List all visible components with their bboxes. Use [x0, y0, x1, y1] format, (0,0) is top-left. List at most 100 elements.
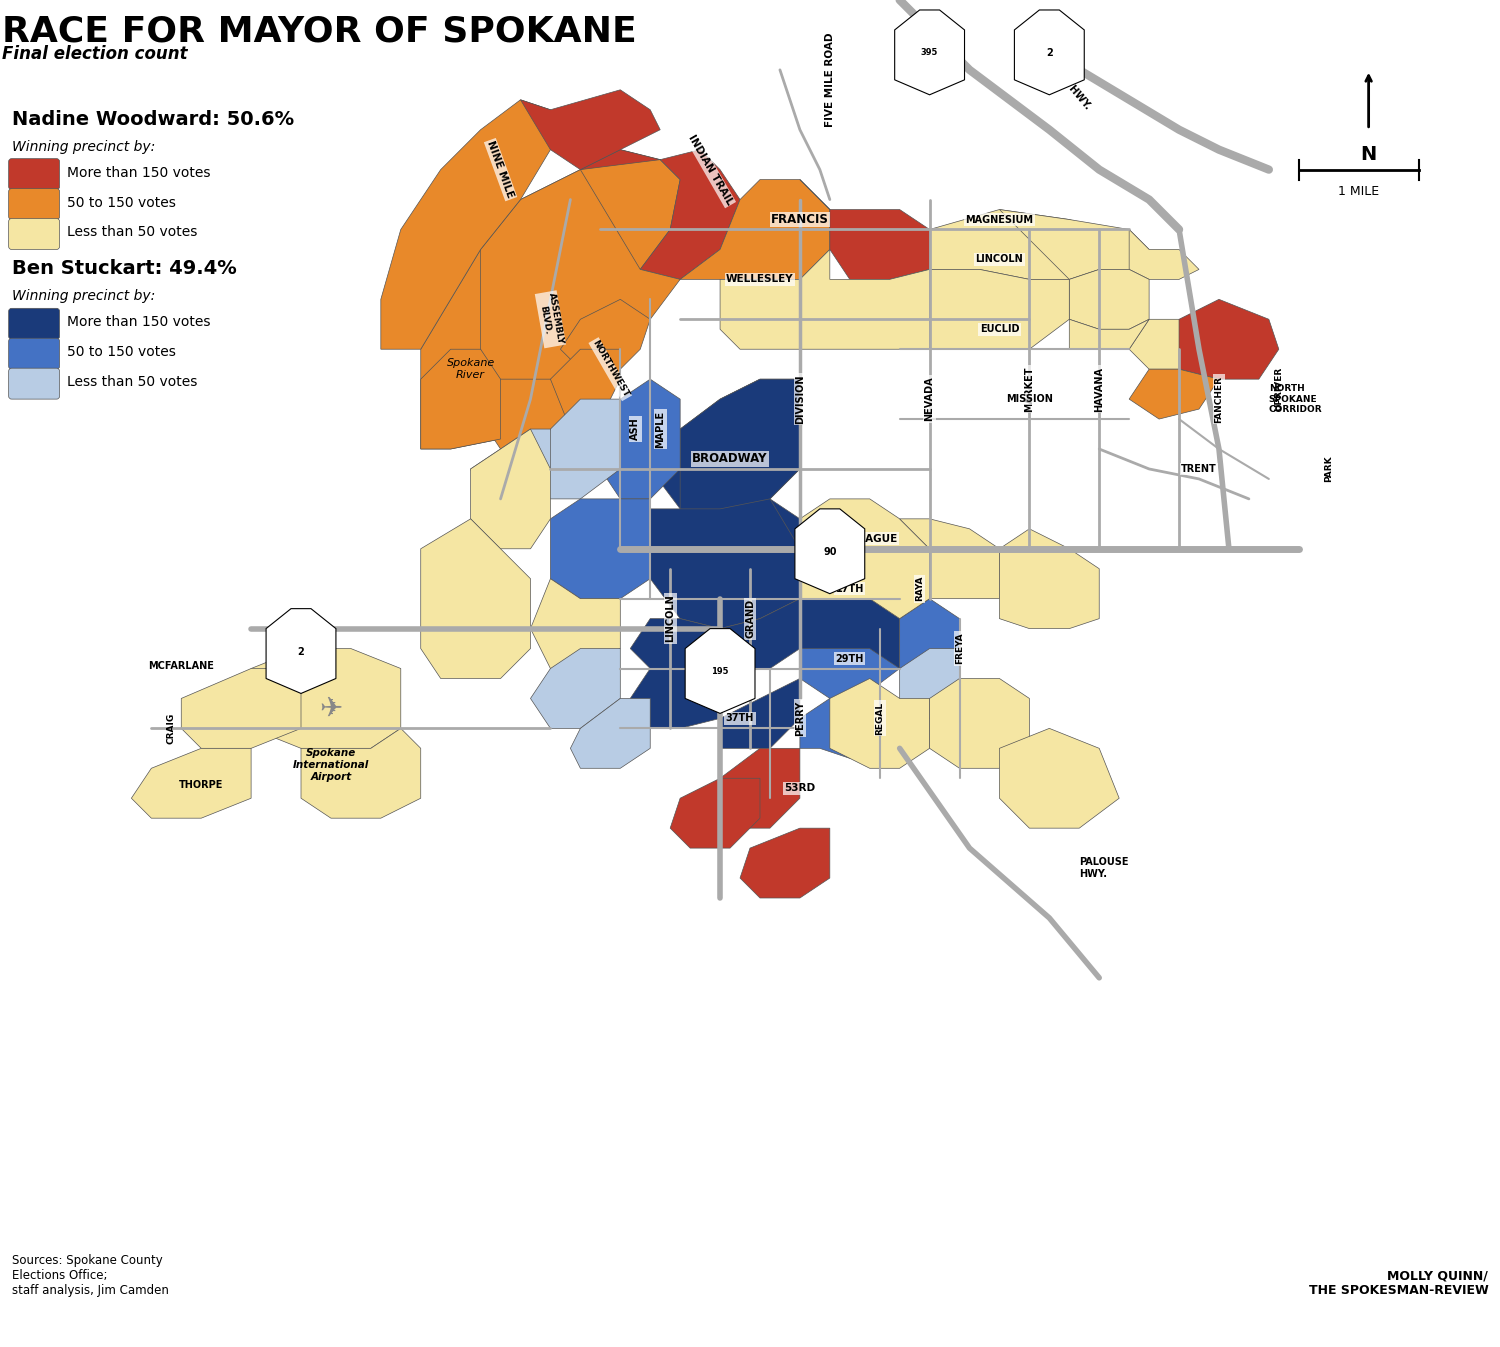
Polygon shape	[580, 150, 740, 279]
Text: MISSION: MISSION	[1007, 395, 1053, 404]
Text: MAGNESIUM: MAGNESIUM	[966, 214, 1034, 225]
Text: Less than 50 votes: Less than 50 votes	[66, 376, 196, 389]
Polygon shape	[1070, 269, 1149, 329]
Polygon shape	[930, 679, 1029, 768]
Text: FRANCIS: FRANCIS	[771, 213, 830, 226]
Polygon shape	[182, 668, 302, 749]
Text: 195: 195	[711, 667, 729, 676]
Polygon shape	[999, 529, 1100, 629]
Polygon shape	[531, 648, 621, 729]
Text: NORTH
SPOKANE
CORRIDOR: NORTH SPOKANE CORRIDOR	[1269, 384, 1323, 414]
Polygon shape	[480, 379, 570, 449]
Text: 29TH: 29TH	[836, 653, 864, 664]
Text: FREYA: FREYA	[956, 633, 964, 664]
Polygon shape	[800, 498, 930, 618]
Text: NEVADA: NEVADA	[924, 377, 934, 422]
Text: 50 to 150 votes: 50 to 150 votes	[66, 345, 176, 360]
Text: PARK: PARK	[1324, 455, 1334, 482]
Polygon shape	[570, 699, 650, 768]
Text: TRENT: TRENT	[1180, 463, 1216, 474]
Text: GRAND: GRAND	[746, 599, 754, 638]
Polygon shape	[381, 100, 550, 349]
Polygon shape	[720, 679, 800, 749]
Text: REGAL: REGAL	[874, 702, 884, 735]
Polygon shape	[720, 279, 800, 349]
Polygon shape	[1130, 229, 1198, 279]
Text: ✈: ✈	[320, 695, 342, 722]
Text: Winning precinct by:: Winning precinct by:	[12, 290, 154, 303]
Polygon shape	[132, 749, 251, 818]
Polygon shape	[830, 679, 930, 768]
Polygon shape	[800, 249, 930, 349]
Polygon shape	[531, 579, 621, 668]
Polygon shape	[480, 170, 680, 439]
FancyBboxPatch shape	[9, 368, 60, 399]
Polygon shape	[540, 349, 621, 430]
Polygon shape	[1130, 319, 1198, 369]
Text: MAPLE: MAPLE	[656, 411, 664, 447]
Text: 2: 2	[297, 647, 304, 656]
Text: NORTHWEST: NORTHWEST	[591, 339, 630, 399]
Polygon shape	[251, 648, 400, 749]
Text: FIVE MILE ROAD: FIVE MILE ROAD	[825, 32, 836, 127]
Polygon shape	[930, 210, 1100, 279]
FancyBboxPatch shape	[9, 218, 60, 249]
Polygon shape	[720, 598, 800, 668]
Text: 1 MILE: 1 MILE	[1338, 185, 1378, 198]
Polygon shape	[700, 749, 800, 828]
Polygon shape	[999, 729, 1119, 828]
Polygon shape	[1179, 299, 1280, 379]
Text: MOLLY QUINN/
THE SPOKESMAN-REVIEW: MOLLY QUINN/ THE SPOKESMAN-REVIEW	[1308, 1269, 1488, 1297]
Text: EUCLID: EUCLID	[980, 325, 1018, 334]
Text: WELLESLEY: WELLESLEY	[726, 275, 794, 284]
Polygon shape	[650, 498, 800, 629]
Polygon shape	[680, 179, 830, 279]
Polygon shape	[630, 618, 720, 679]
Polygon shape	[670, 779, 760, 849]
FancyBboxPatch shape	[9, 338, 60, 369]
Text: LINCOLN: LINCOLN	[975, 255, 1023, 264]
Text: Ben Stuckart: 49.4%: Ben Stuckart: 49.4%	[12, 260, 237, 279]
Text: More than 150 votes: More than 150 votes	[66, 315, 210, 329]
Text: Nadine Woodward: 50.6%: Nadine Woodward: 50.6%	[12, 109, 294, 129]
Polygon shape	[420, 150, 680, 449]
Text: RAYA: RAYA	[915, 577, 924, 602]
Polygon shape	[800, 598, 900, 679]
Polygon shape	[1070, 319, 1149, 349]
Polygon shape	[550, 498, 650, 598]
Polygon shape	[800, 648, 900, 699]
Text: CRAIG: CRAIG	[166, 713, 176, 744]
Text: Final election count: Final election count	[2, 44, 188, 63]
Text: 90: 90	[824, 547, 837, 556]
FancyBboxPatch shape	[9, 189, 60, 220]
Text: 50 to 150 votes: 50 to 150 votes	[66, 195, 176, 210]
Polygon shape	[894, 9, 964, 94]
Polygon shape	[1014, 9, 1084, 94]
Polygon shape	[686, 629, 754, 714]
Text: INDIAN TRAIL: INDIAN TRAIL	[686, 133, 734, 206]
Text: MARKET: MARKET	[1024, 366, 1035, 412]
Polygon shape	[266, 609, 336, 694]
Polygon shape	[800, 699, 900, 758]
Text: 395: 395	[921, 48, 939, 58]
Text: ASSEMBLY
BLVD.: ASSEMBLY BLVD.	[537, 292, 564, 346]
Text: UPRIVER: UPRIVER	[1275, 366, 1284, 411]
Polygon shape	[420, 519, 531, 679]
Text: THORPE: THORPE	[178, 780, 224, 791]
Text: DIVISION: DIVISION	[795, 374, 806, 424]
Polygon shape	[1130, 369, 1220, 419]
Text: NEWPORT HWY.: NEWPORT HWY.	[1029, 39, 1092, 112]
Text: 2: 2	[1046, 48, 1053, 58]
Polygon shape	[900, 269, 1070, 349]
Polygon shape	[561, 299, 650, 369]
Polygon shape	[471, 430, 550, 548]
Polygon shape	[471, 430, 550, 498]
Text: FANCHER: FANCHER	[1215, 376, 1224, 423]
Text: Spokane
International
Airport: Spokane International Airport	[292, 749, 369, 781]
Text: ASH: ASH	[630, 418, 640, 440]
Polygon shape	[900, 519, 999, 598]
Text: HAVANA: HAVANA	[1094, 366, 1104, 412]
Text: Winning precinct by:: Winning precinct by:	[12, 140, 154, 154]
FancyBboxPatch shape	[9, 159, 60, 190]
Text: More than 150 votes: More than 150 votes	[66, 166, 210, 179]
